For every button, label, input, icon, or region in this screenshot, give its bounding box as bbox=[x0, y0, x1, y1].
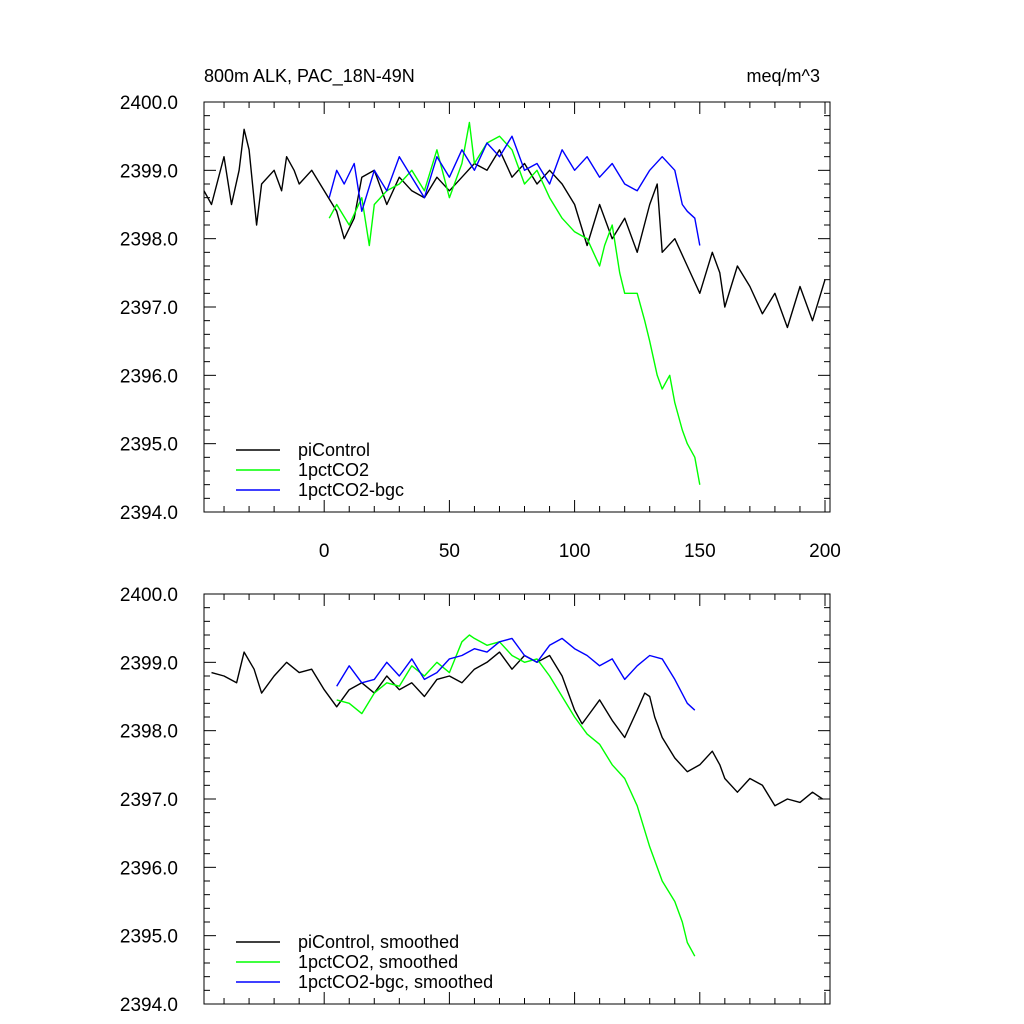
y-tick-label: 2394.0 bbox=[120, 503, 178, 524]
bottom-plot-area: 2394.0 2395.0 2396.0 2397.0 2398.0 2399.0 2400… bbox=[120, 585, 830, 1016]
top-panel: 800m ALK, PAC_18N-49N meq/m^3 2394.0 2395… bbox=[120, 66, 841, 562]
y-tick-label: 2400.0 bbox=[120, 585, 178, 606]
bottom-panel: 2394.0 2395.0 2396.0 2397.0 2398.0 2399.0 2400… bbox=[120, 585, 831, 1016]
y-tick-label: 2397.0 bbox=[120, 790, 178, 811]
series-line-2 bbox=[336, 637, 696, 711]
series-line-1 bbox=[336, 634, 696, 957]
y-tick-label: 2395.0 bbox=[120, 435, 178, 456]
legend-label: piControl, smoothed bbox=[298, 932, 459, 952]
top-plot-frame bbox=[203, 101, 831, 513]
chart-title: 800m ALK, PAC_18N-49N bbox=[204, 66, 415, 87]
y-tick-label: 2396.0 bbox=[120, 858, 178, 879]
y-tick-label: 2399.0 bbox=[120, 653, 178, 674]
y-tick-label: 2399.0 bbox=[120, 161, 178, 182]
x-tick-label: 150 bbox=[684, 541, 716, 562]
y-tick-label: 2400.0 bbox=[120, 93, 178, 114]
legend-label: 1pctCO2-bgc bbox=[298, 480, 404, 500]
legend-label: 1pctCO2, smoothed bbox=[298, 952, 458, 972]
chart-units: meq/m^3 bbox=[747, 66, 820, 86]
y-tick-label: 2397.0 bbox=[120, 298, 178, 319]
series-line-0 bbox=[203, 128, 826, 329]
y-tick-label: 2395.0 bbox=[120, 927, 178, 948]
y-tick-label: 2394.0 bbox=[120, 995, 178, 1016]
series-line-0 bbox=[211, 651, 823, 807]
legend-label: piControl bbox=[298, 440, 370, 460]
bottom-plot-frame bbox=[203, 593, 831, 1005]
legend-label: 1pctCO2 bbox=[298, 460, 369, 480]
x-tick-label: 100 bbox=[559, 541, 591, 562]
x-tick-label: 200 bbox=[809, 541, 841, 562]
y-tick-label: 2396.0 bbox=[120, 366, 178, 387]
series-line-2 bbox=[328, 135, 701, 246]
y-tick-label: 2398.0 bbox=[120, 722, 178, 743]
x-tick-label: 50 bbox=[439, 541, 460, 562]
y-tick-label: 2398.0 bbox=[120, 230, 178, 251]
legend-label: 1pctCO2-bgc, smoothed bbox=[298, 972, 493, 992]
series-line-1 bbox=[328, 121, 701, 485]
x-tick-label: 0 bbox=[319, 541, 330, 562]
top-plot-area: 2394.0 2395.0 2396.0 2397.0 2398.0 2399.0 2400… bbox=[120, 93, 841, 562]
